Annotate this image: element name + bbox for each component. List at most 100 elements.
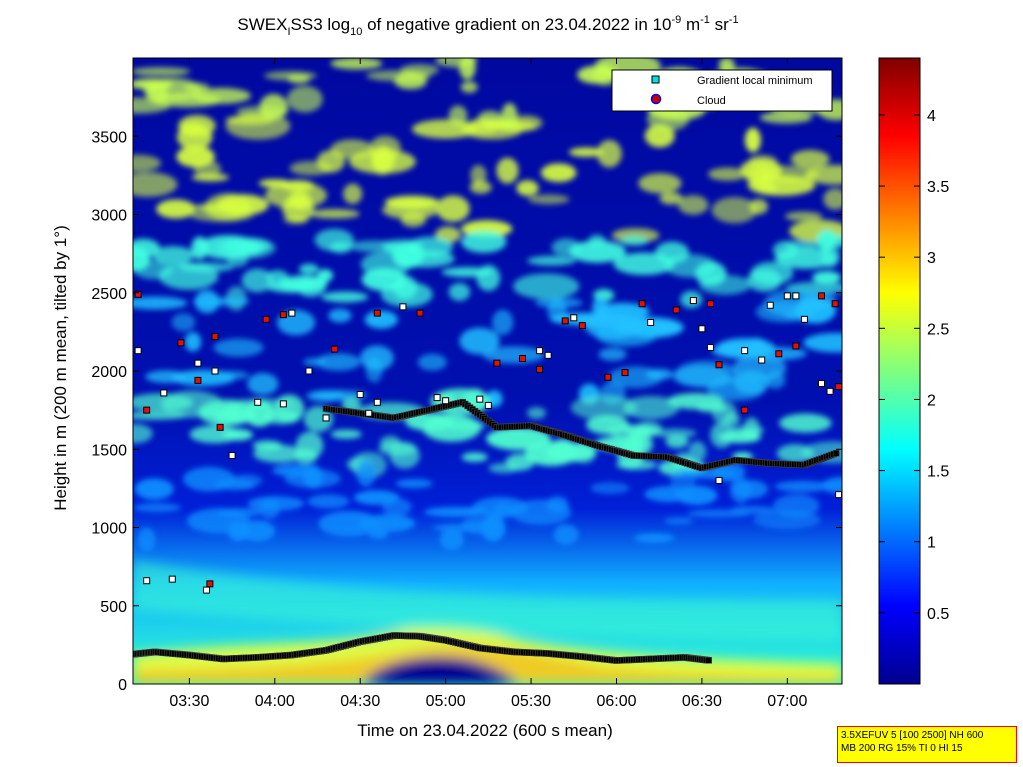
gradient-minimum-marker (143, 577, 151, 585)
cloud-marker (373, 309, 381, 317)
cloud-marker (638, 300, 646, 308)
cloud-marker (741, 406, 749, 414)
x-axis-label: Time on 23.04.2022 (600 s mean) (357, 721, 612, 740)
y-tick-label: 1000 (91, 521, 127, 538)
gradient-minimum-marker (322, 414, 330, 422)
chart-title: SWEXISS3 log10 of negative gradient on 2… (237, 14, 738, 38)
gradient-minimum-marker (536, 347, 544, 355)
x-axis: 03:30 04:00 04:30 05:00 05:30 06:00 06:30 07:00 (169, 58, 807, 710)
x-tick-label: 03:30 (169, 693, 209, 710)
line-marker (705, 657, 712, 664)
cloud-marker (416, 309, 424, 317)
cloud-marker (775, 350, 783, 358)
gradient-minimum-marker (202, 586, 210, 594)
cloud-marker (835, 383, 842, 391)
gradient-minimum-marker (228, 452, 236, 460)
colorbar-tick-label: 3.5 (927, 179, 949, 196)
x-tick-label: 05:00 (426, 693, 466, 710)
cloud-marker (621, 369, 629, 377)
gradient-minimum-marker (800, 315, 808, 323)
cloud-marker (792, 342, 800, 350)
gradient-minimum-marker (160, 389, 168, 397)
cloud-marker (211, 333, 219, 341)
x-tick-label: 04:00 (255, 693, 295, 710)
x-tick-label: 04:30 (340, 693, 380, 710)
gradient-minimum-marker (194, 359, 202, 367)
gradient-minimum-marker (433, 394, 441, 402)
heatmap-field (133, 58, 842, 684)
gradient-minimum-marker (835, 491, 842, 499)
gradient-minimum-marker (698, 325, 706, 333)
gradient-minimum-marker (706, 344, 714, 352)
gradient-minimum-marker (399, 303, 407, 311)
gradient-minimum-marker (442, 397, 450, 405)
y-tick-label: 500 (100, 599, 127, 616)
y-tick-label: 2500 (91, 286, 127, 303)
x-tick-label: 06:00 (596, 693, 636, 710)
legend-marker-cloud (650, 93, 662, 105)
cloud-marker (831, 300, 839, 308)
y-tick-label: 3500 (91, 129, 127, 146)
legend-label-cloud: Cloud (697, 95, 726, 107)
x-tick-label: 06:30 (682, 693, 722, 710)
gradient-minimum-marker (783, 292, 791, 300)
cloud-markers (134, 290, 842, 588)
gradient-minimum-marker (826, 387, 834, 395)
parameter-info-box: 3.5XEFUV 5 [100 2500] NH 600 MB 200 RG 1… (837, 726, 1017, 763)
y-axis: 0 500 1000 1500 2000 2500 3000 3500 (91, 129, 842, 694)
gradient-minimum-marker (792, 292, 800, 300)
gradient-minimum-marker (279, 400, 287, 408)
gradient-minimum-marker (476, 395, 484, 403)
cloud-marker (134, 290, 142, 298)
cloud-marker (706, 300, 714, 308)
line-marker (832, 449, 840, 457)
cloud-marker (194, 376, 202, 384)
colorbar: 0.5 1 1.5 2 2.5 3 3.5 4 (878, 57, 949, 685)
gradient-minimum-marker (134, 347, 142, 355)
gradient-minimum-marker (689, 297, 697, 305)
cloud-marker (177, 339, 185, 347)
gradient-minimum-marker (254, 398, 262, 406)
info-line-2: MB 200 RG 15% TI 0 HI 15 (841, 743, 963, 754)
x-tick-label: 05:30 (511, 693, 551, 710)
gradient-minimum-marker (715, 477, 723, 485)
legend-label-gradient: Gradient local minimum (697, 75, 813, 87)
y-tick-label: 0 (118, 677, 127, 694)
y-axis-label: Height in m (200 m mean, tilted by 1°) (51, 225, 70, 511)
cloud-marker (262, 315, 270, 323)
gradient-minimum-marker (570, 314, 578, 322)
cloud-marker (672, 306, 680, 314)
colorbar-tick-label: 2.5 (927, 321, 949, 338)
cloud-marker (143, 406, 151, 414)
cloud-marker (561, 317, 569, 325)
gradient-minimum-marker (211, 367, 219, 375)
cloud-marker (578, 322, 586, 330)
colorbar-tick-label: 0.5 (927, 606, 949, 623)
gradient-minimum-marker (356, 390, 364, 398)
colorbar-tick-label: 2 (927, 392, 936, 409)
gradient-minimum-marker (168, 575, 176, 583)
x-tick-label: 07:00 (767, 693, 807, 710)
gradient-minimum-markers (134, 292, 842, 594)
colorbar-tick-label: 3 (927, 250, 936, 267)
gradient-minimum-marker (305, 367, 313, 375)
gradient-minimum-marker (373, 398, 381, 406)
cloud-marker (493, 359, 501, 367)
gradient-minimum-marker (647, 318, 655, 326)
y-tick-label: 3000 (91, 208, 127, 225)
colorbar-tick-label: 4 (927, 108, 936, 125)
cloud-marker (216, 423, 224, 431)
gradient-minimum-marker (741, 347, 749, 355)
colorbar-tick-label: 1 (927, 535, 936, 552)
cloud-marker (331, 345, 339, 353)
gradient-minimum-marker (766, 301, 774, 309)
y-tick-label: 1500 (91, 442, 127, 459)
legend-marker-gradient (651, 75, 660, 84)
gradient-minimum-lines (133, 398, 840, 664)
y-tick-label: 2000 (91, 364, 127, 381)
legend: Gradient local minimum Cloud (611, 69, 833, 112)
cloud-marker (519, 354, 527, 362)
cloud-marker (279, 311, 287, 319)
gradient-minimum-marker (365, 409, 373, 417)
